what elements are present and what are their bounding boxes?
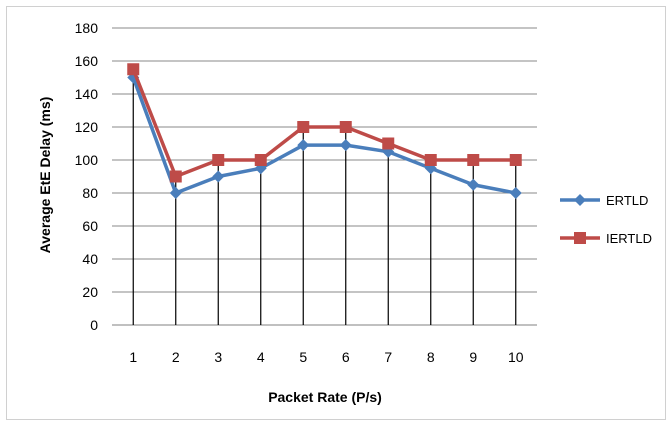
data-point-iertld — [297, 121, 310, 133]
x-tick-label: 2 — [172, 349, 180, 365]
data-point-iertld — [169, 170, 182, 183]
data-point-ertld — [212, 170, 225, 183]
y-tick-label: 60 — [82, 218, 98, 234]
legend-label-iertld: IERTLD — [606, 231, 652, 246]
y-tick-label: 180 — [75, 20, 99, 36]
x-tick-label: 6 — [342, 349, 350, 365]
series-group — [127, 63, 522, 199]
x-tick-label: 3 — [214, 349, 222, 365]
y-tick-label: 100 — [75, 152, 99, 168]
data-point-iertld — [127, 63, 140, 76]
y-tick-label: 80 — [82, 185, 98, 201]
data-point-iertld — [212, 154, 225, 166]
x-tick-label: 7 — [384, 349, 392, 365]
x-axis-ticks: 1 2 3 4 5 6 7 8 9 10 — [129, 349, 523, 365]
y-axis-title: Average EtE Delay (ms) — [37, 97, 53, 254]
y-tick-label: 140 — [75, 86, 99, 102]
y-tick-label: 120 — [75, 119, 99, 135]
data-point-iertld — [467, 154, 480, 166]
data-point-iertld — [254, 154, 267, 166]
y-tick-label: 40 — [82, 251, 98, 267]
legend-label-ertld: ERTLD — [606, 193, 648, 208]
drop-lines — [132, 69, 517, 325]
data-point-iertld — [382, 137, 395, 150]
legend-marker-iertld — [574, 232, 586, 244]
data-point-iertld — [509, 154, 522, 166]
x-tick-label: 5 — [299, 349, 307, 365]
data-point-ertld — [339, 139, 352, 152]
data-point-ertld — [509, 187, 522, 199]
data-point-ertld — [297, 139, 310, 152]
y-tick-label: 160 — [75, 53, 99, 69]
series-line-ertld — [131, 76, 517, 195]
data-point-ertld — [169, 187, 182, 199]
data-point-iertld — [424, 154, 437, 166]
y-tick-label: 20 — [82, 284, 98, 300]
legend-marker-ertld — [574, 194, 586, 206]
y-axis-ticks: 0 20 40 60 80 100 120 140 160 180 — [75, 20, 99, 333]
data-point-iertld — [339, 121, 352, 133]
series-line-iertld — [131, 68, 516, 179]
chart-frame — [6, 6, 666, 420]
x-tick-label: 4 — [257, 349, 265, 365]
series-ertld — [127, 71, 522, 199]
y-tick-label: 0 — [90, 317, 98, 333]
x-tick-label: 1 — [129, 349, 137, 365]
x-axis-title: Packet Rate (P/s) — [268, 389, 382, 405]
x-tick-label: 8 — [427, 349, 435, 365]
legend: ERTLD IERTLD — [560, 193, 652, 246]
series-iertld — [127, 63, 522, 183]
data-point-ertld — [467, 178, 480, 191]
x-tick-label: 9 — [469, 349, 477, 365]
x-tick-label: 10 — [508, 349, 524, 365]
